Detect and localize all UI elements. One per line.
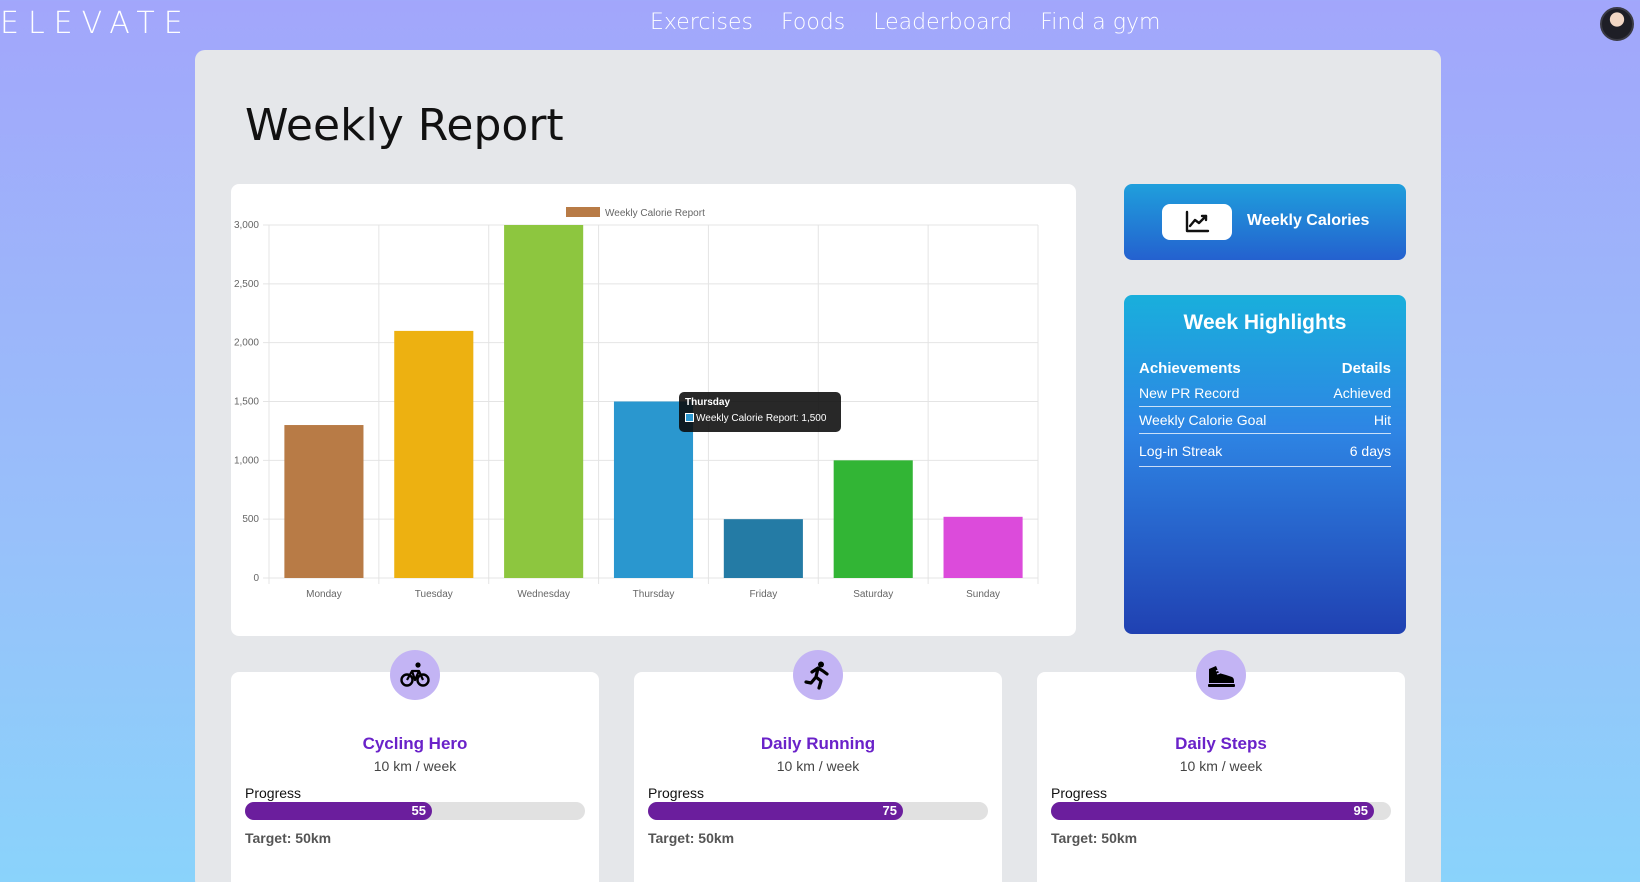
legend-swatch (566, 207, 600, 217)
progress-bar: 95 (1051, 802, 1391, 820)
line-chart-icon (1185, 210, 1210, 233)
activity-title: Daily Running (760, 734, 876, 753)
activity-icon-badge (390, 650, 440, 700)
activity-card-running: Daily Running 10 km / week Progress 75 T… (634, 650, 1002, 882)
progress-bar: 55 (245, 802, 585, 820)
activity-card-steps: Daily Steps 10 km / week Progress 95 Tar… (1037, 650, 1405, 882)
highlights-title: Week Highlights (1183, 311, 1347, 334)
tooltip-title: Thursday (685, 397, 731, 408)
activity-title: Cycling Hero (362, 734, 468, 753)
activity-icon-badge (1196, 650, 1246, 700)
week-highlights-card: Week Highlights Achievements Details New… (1124, 295, 1406, 634)
calorie-chart-card: 0 500 1,000 1,500 2,000 2,500 3,000 Monday Tuesd… (231, 184, 1076, 636)
activity-title: Daily Steps (1175, 734, 1267, 753)
bar-wednesday (504, 225, 584, 578)
y-tick-label: 1,000 (234, 455, 259, 466)
activity-target: Target: 50km (1051, 830, 1138, 846)
activity-subtitle: 10 km / week (1179, 758, 1263, 774)
line-chart-icon-box (1162, 204, 1232, 240)
table-row: Log-in Streak 6 days (1139, 434, 1391, 467)
x-tick-label: Monday (306, 589, 342, 600)
table-row: New PR Record Achieved (1139, 380, 1391, 407)
bar-sunday (943, 516, 1023, 578)
sneaker-icon (1208, 666, 1235, 687)
activity-target: Target: 50km (245, 830, 332, 846)
report-panel: Weekly Report 0 500 1,000 1,500 2,000 2,500 3,… (195, 50, 1441, 882)
bicycle-icon (400, 662, 430, 687)
weekly-calories-label: Weekly Calories (1247, 212, 1370, 229)
activity-icon-badge (793, 650, 843, 700)
progress-bar: 75 (648, 802, 988, 820)
activity-card-cycling: Cycling Hero 10 km / week Progress 55 Ta… (231, 650, 599, 882)
header-details: Details (1341, 360, 1391, 377)
progress-label: Progress (245, 785, 302, 801)
nav-link-leaderboard[interactable]: Leaderboard (873, 10, 1013, 35)
y-tick-label: 2,500 (234, 279, 259, 290)
progress-fill: 75 (648, 802, 903, 820)
tooltip-swatch (685, 413, 694, 422)
x-tick-label: Friday (749, 589, 777, 600)
weekly-calories-button[interactable]: Weekly Calories (1124, 184, 1406, 260)
achievement-name: Weekly Calorie Goal (1139, 412, 1267, 428)
brand-logo[interactable]: ELEVATE (0, 6, 192, 41)
chart-tooltip: Thursday Weekly Calorie Report: 1,500 (679, 392, 841, 432)
y-tick-label: 0 (253, 573, 259, 584)
nav-link-find-a-gym[interactable]: Find a gym (1040, 10, 1161, 35)
x-tick-label: Saturday (853, 589, 893, 600)
top-navbar: ELEVATE Exercises Foods Leaderboard Find… (0, 0, 1640, 48)
y-tick-label: 500 (242, 514, 259, 525)
x-tick-label: Sunday (966, 589, 1000, 600)
y-tick-label: 2,000 (234, 338, 259, 349)
activity-subtitle: 10 km / week (373, 758, 457, 774)
x-tick-label: Tuesday (415, 589, 453, 600)
activity-target: Target: 50km (648, 830, 735, 846)
achievement-name: Log-in Streak (1139, 443, 1223, 459)
legend-label: Weekly Calorie Report (605, 208, 705, 219)
achievement-detail: 6 days (1349, 443, 1391, 459)
highlights-table: Achievements Details New PR Record Achie… (1139, 355, 1391, 467)
progress-fill: 55 (245, 802, 432, 820)
calorie-bar-chart[interactable]: 0 500 1,000 1,500 2,000 2,500 3,000 Monday Tuesd… (231, 184, 1076, 636)
bar-saturday (833, 460, 913, 578)
achievement-detail: Hit (1373, 412, 1391, 428)
activity-subtitle: 10 km / week (776, 758, 860, 774)
table-row: Weekly Calorie Goal Hit (1139, 407, 1391, 434)
main-nav: Exercises Foods Leaderboard Find a gym (650, 10, 1160, 35)
bar-friday (723, 519, 803, 578)
tooltip-text: Weekly Calorie Report: 1,500 (696, 413, 827, 424)
achievement-name: New PR Record (1139, 385, 1240, 401)
progress-label: Progress (1051, 785, 1108, 801)
user-avatar[interactable] (1600, 7, 1634, 41)
x-tick-label: Wednesday (517, 589, 570, 600)
progress-fill: 95 (1051, 802, 1374, 820)
bar-thursday (613, 401, 694, 578)
y-tick-label: 3,000 (234, 220, 259, 231)
bar-tuesday (394, 330, 474, 578)
running-icon (804, 661, 829, 690)
progress-label: Progress (648, 785, 705, 801)
header-achievements: Achievements (1139, 360, 1241, 377)
nav-link-foods[interactable]: Foods (781, 10, 846, 35)
nav-link-exercises[interactable]: Exercises (650, 10, 754, 35)
highlights-header-row: Achievements Details (1139, 355, 1391, 380)
bar-monday (284, 425, 364, 578)
page-title: Weekly Report (245, 100, 564, 151)
x-tick-label: Thursday (633, 589, 675, 600)
tooltip-body: Weekly Calorie Report: 1,500 (685, 413, 835, 424)
achievement-detail: Achieved (1333, 385, 1391, 401)
y-tick-label: 1,500 (234, 397, 259, 408)
